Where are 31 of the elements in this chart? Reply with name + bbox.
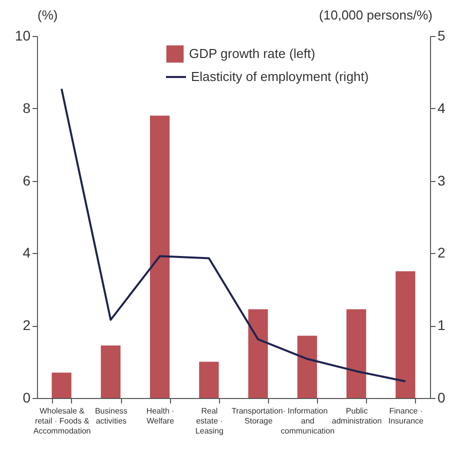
y2-tick-label: 2 bbox=[438, 244, 446, 261]
line-series bbox=[60, 88, 406, 382]
legend-label: GDP growth rate (left) bbox=[189, 46, 316, 61]
x-tick-label: Health · Welfare bbox=[146, 406, 175, 426]
y2-axis-title: (10,000 persons/%) bbox=[319, 8, 432, 22]
y2-tick-label: 5 bbox=[438, 28, 446, 44]
bar bbox=[396, 271, 416, 398]
y-tick-label: 0 bbox=[22, 390, 31, 406]
y2-tick-label: 4 bbox=[438, 100, 446, 116]
bar bbox=[150, 116, 170, 398]
y2-tick-label: 3 bbox=[438, 172, 446, 188]
bar bbox=[297, 336, 318, 398]
y-tick-label: 8 bbox=[22, 100, 31, 116]
x-tick-label: Wholesale & retail · Foods & Accommodation bbox=[33, 406, 91, 436]
x-tick-label: Finance · Insurance bbox=[388, 406, 424, 426]
y-axis-title: (%) bbox=[38, 8, 58, 22]
y-tick-label: 10 bbox=[14, 28, 31, 44]
y-tick-label: 2 bbox=[22, 317, 31, 334]
y-tick-label: 4 bbox=[22, 244, 31, 261]
legend-label: Elasticity of employment (right) bbox=[191, 69, 369, 84]
x-tick-label: Business activities bbox=[94, 406, 128, 426]
y2-tick-label: 1 bbox=[438, 317, 446, 334]
x-tick-label: Real estate · Leasing bbox=[195, 406, 224, 436]
bar bbox=[346, 309, 366, 398]
bar bbox=[248, 309, 268, 398]
x-tick-label: Public administration bbox=[332, 406, 382, 426]
bar bbox=[199, 362, 219, 398]
bar bbox=[100, 346, 121, 398]
bar bbox=[52, 372, 72, 398]
y-tick-label: 6 bbox=[22, 172, 31, 188]
y2-tick-label: 0 bbox=[438, 390, 446, 406]
